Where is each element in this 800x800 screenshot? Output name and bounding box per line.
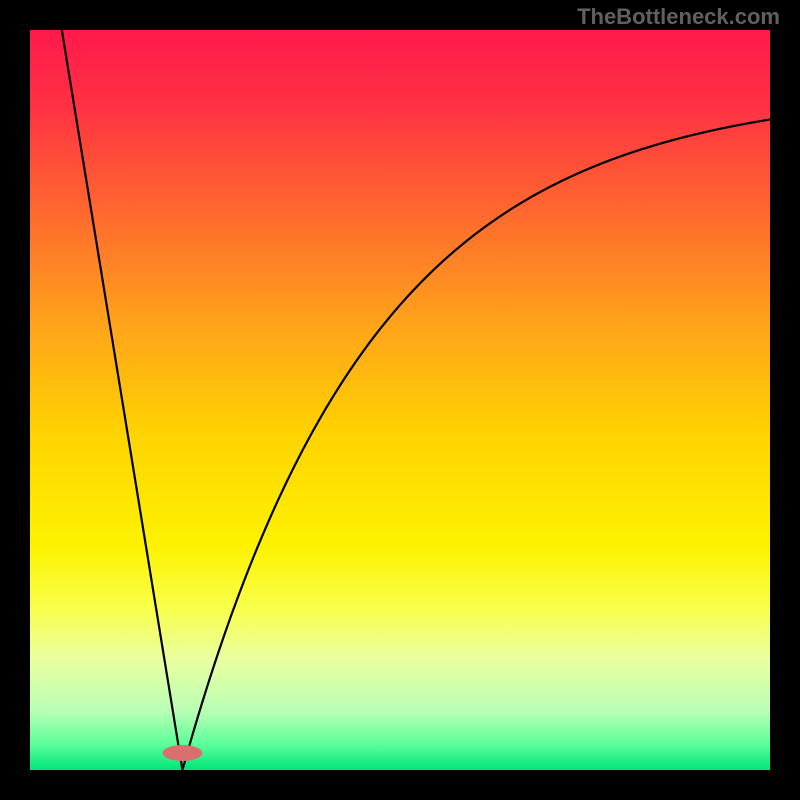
chart-svg [0,0,800,800]
plot-background [30,30,770,770]
vertex-marker [162,745,202,761]
watermark-text: TheBottleneck.com [577,4,780,30]
chart-container: TheBottleneck.com [0,0,800,800]
